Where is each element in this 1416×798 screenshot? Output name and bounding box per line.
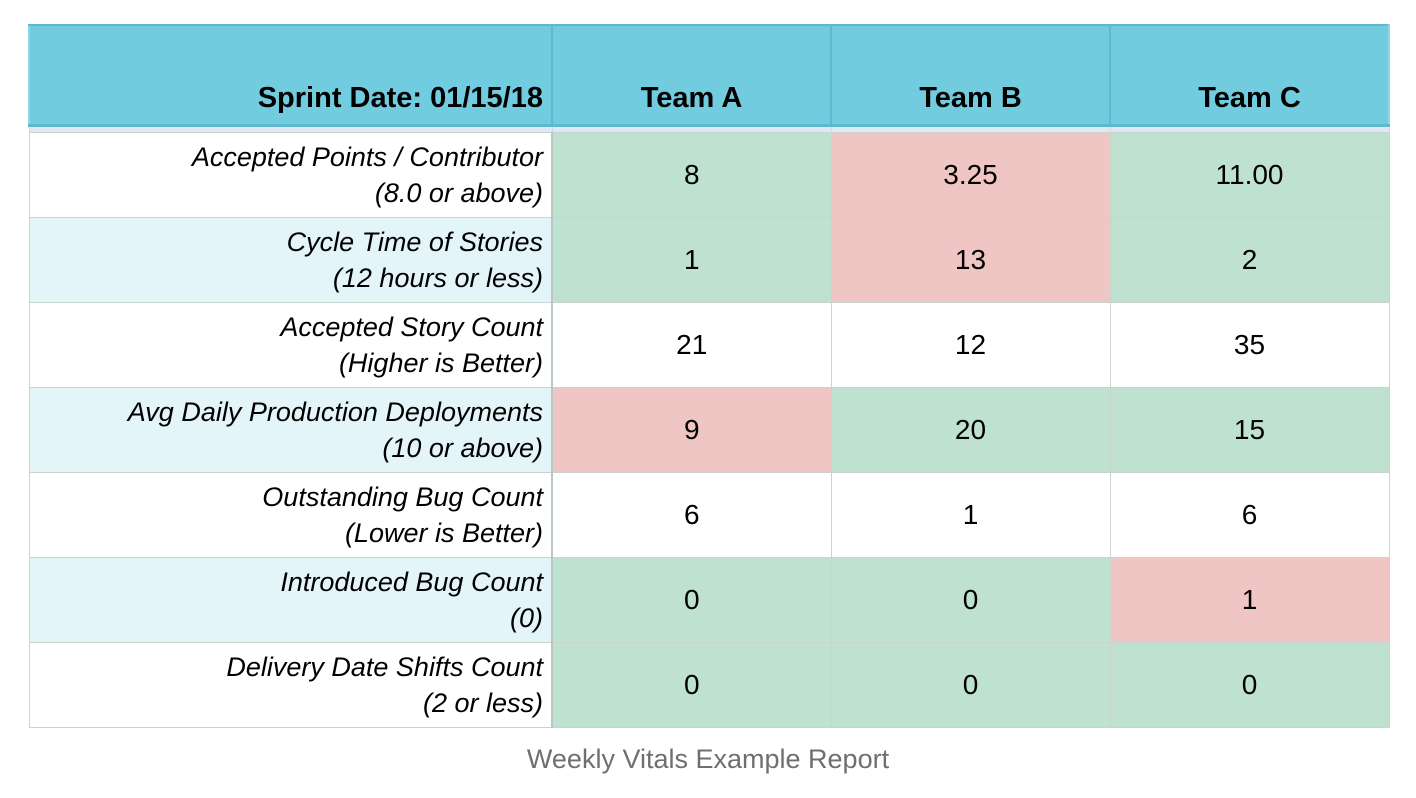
metric-target: (0) — [510, 603, 543, 633]
metric-label: Accepted Story Count (Higher is Better) — [28, 302, 553, 388]
metric-target: (12 hours or less) — [332, 263, 543, 293]
team-a-value: 9 — [551, 387, 832, 473]
metric-target: (10 or above) — [382, 433, 543, 463]
team-c-value: 11.00 — [1109, 132, 1390, 218]
table-header-row: Sprint Date: 01/15/18 Team A Team B Team… — [28, 24, 1390, 127]
metric-name: Introduced Bug Count — [280, 567, 543, 597]
team-c-header: Team C — [1109, 24, 1390, 127]
report-caption: Weekly Vitals Example Report — [526, 744, 890, 774]
team-a-value: 21 — [551, 302, 832, 388]
metric-label: Outstanding Bug Count (Lower is Better) — [28, 472, 553, 558]
team-c-value: 2 — [1109, 217, 1390, 303]
team-b-value: 0 — [830, 557, 1111, 643]
team-b-value: 1 — [830, 472, 1111, 558]
team-a-value: 8 — [551, 132, 832, 218]
metric-label: Cycle Time of Stories (12 hours or less) — [28, 217, 553, 303]
team-b-value: 3.25 — [830, 132, 1111, 218]
metric-name: Outstanding Bug Count — [262, 482, 543, 512]
team-a-value: 0 — [551, 557, 832, 643]
metric-target: (Higher is Better) — [338, 348, 543, 378]
team-a-value: 1 — [551, 217, 832, 303]
team-c-value: 15 — [1109, 387, 1390, 473]
team-c-value: 1 — [1109, 557, 1390, 643]
metric-name: Cycle Time of Stories — [286, 227, 543, 257]
metric-target: (8.0 or above) — [374, 178, 543, 208]
metric-name: Accepted Points / Contributor — [191, 142, 543, 172]
metric-label: Introduced Bug Count (0) — [28, 557, 553, 643]
table-row: Introduced Bug Count (0) 0 0 1 — [28, 557, 1390, 643]
table-row: Outstanding Bug Count (Lower is Better) … — [28, 472, 1390, 558]
table-row: Delivery Date Shifts Count (2 or less) 0… — [28, 642, 1390, 728]
team-a-value: 0 — [551, 642, 832, 728]
table-row: Accepted Story Count (Higher is Better) … — [28, 302, 1390, 388]
table-row: Cycle Time of Stories (12 hours or less)… — [28, 217, 1390, 303]
sprint-date-header: Sprint Date: 01/15/18 — [28, 24, 552, 127]
header-spacer — [28, 125, 1390, 133]
metric-name: Delivery Date Shifts Count — [226, 652, 543, 682]
team-c-value: 0 — [1109, 642, 1390, 728]
table-row: Avg Daily Production Deployments (10 or … — [28, 387, 1390, 473]
team-b-value: 20 — [830, 387, 1111, 473]
metric-label: Accepted Points / Contributor (8.0 or ab… — [28, 132, 553, 218]
team-b-value: 0 — [830, 642, 1111, 728]
metric-target: (2 or less) — [422, 688, 543, 718]
team-b-value: 12 — [830, 302, 1111, 388]
team-a-value: 6 — [551, 472, 832, 558]
team-c-value: 35 — [1109, 302, 1390, 388]
table-row: Accepted Points / Contributor (8.0 or ab… — [28, 132, 1390, 218]
team-b-value: 13 — [830, 217, 1111, 303]
metric-name: Accepted Story Count — [280, 312, 543, 342]
team-c-value: 6 — [1109, 472, 1390, 558]
team-b-header: Team B — [830, 24, 1110, 127]
weekly-vitals-table: Sprint Date: 01/15/18 Team A Team B Team… — [28, 24, 1390, 728]
metric-target: (Lower is Better) — [344, 518, 543, 548]
metric-name: Avg Daily Production Deployments — [127, 397, 543, 427]
metric-label: Delivery Date Shifts Count (2 or less) — [28, 642, 553, 728]
team-a-header: Team A — [551, 24, 831, 127]
metric-label: Avg Daily Production Deployments (10 or … — [28, 387, 553, 473]
